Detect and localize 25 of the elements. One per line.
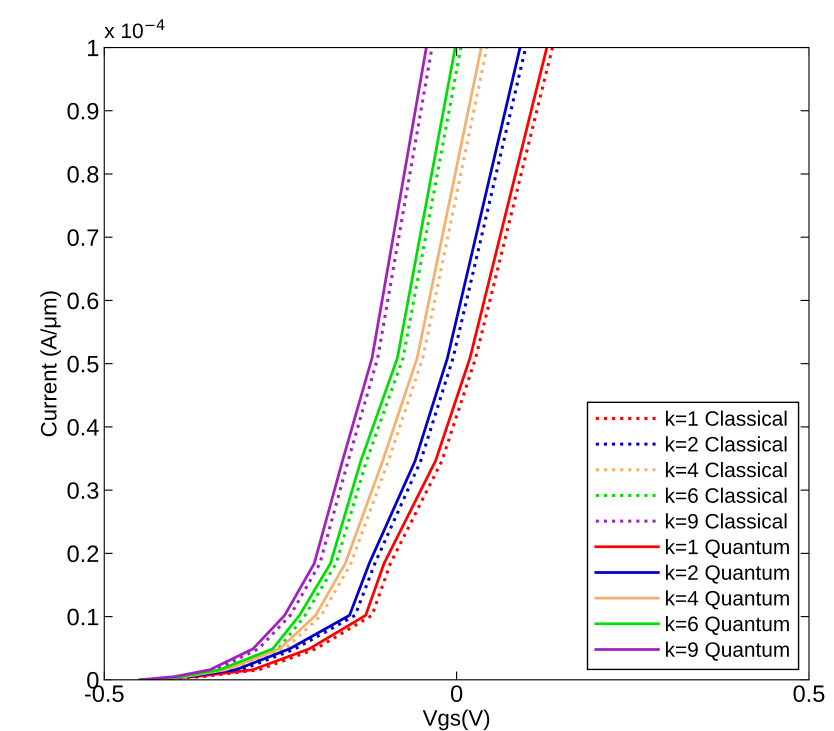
legend-label: k=9 Classical [666, 513, 787, 529]
legend-label: k=1 Quantum [666, 538, 789, 558]
y-tick-label: 0.9 [67, 102, 98, 120]
y-tick-label: 0.6 [67, 292, 98, 310]
x-tick-label: 0.5 [793, 685, 824, 702]
y-tick-label: 0.4 [67, 418, 99, 436]
legend-label: k=2 Quantum [666, 564, 789, 584]
legend-label: k=1 Classical [666, 410, 787, 426]
y-tick-label: 0.5 [67, 356, 98, 372]
legend-label: k=4 Classical [666, 462, 787, 478]
y-tick-label: 0.1 [67, 608, 98, 626]
x-axis-title: Vgs(V) [422, 709, 490, 730]
y-tick-label: 0.7 [67, 229, 98, 246]
legend-label: k=2 Classical [666, 436, 787, 452]
legend-label: k=9 Quantum [666, 642, 789, 661]
legend-label: k=6 Quantum [666, 616, 789, 636]
x-tick-label: 0 [450, 685, 462, 702]
text: x 10$^{−4}$ [104, 19, 165, 38]
y-axis-title: Current (A/μm) [40, 291, 62, 436]
legend-label: k=4 Quantum [666, 590, 789, 610]
legend-label: k=6 Classical [666, 488, 787, 503]
y-tick-label: 1 [88, 40, 98, 56]
y-tick-label: 0.3 [67, 482, 98, 499]
y-tick-label: 0.2 [67, 545, 98, 562]
y-tick-label: 0.8 [67, 166, 98, 183]
